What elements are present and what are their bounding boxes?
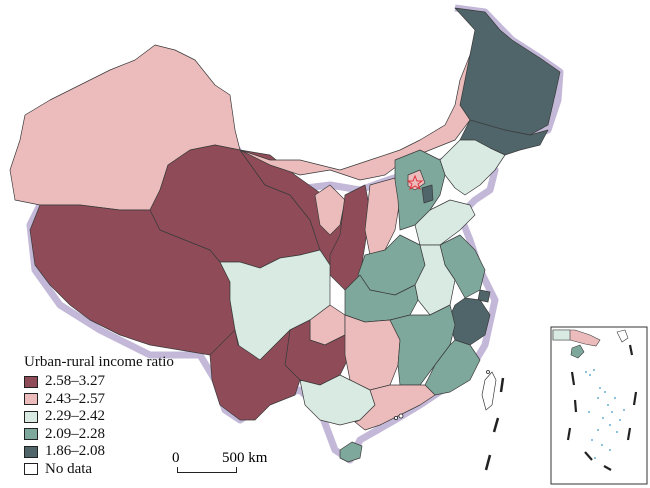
scale-bar: 0 500 km — [172, 450, 292, 480]
legend-label: 1.86–2.08 — [45, 443, 105, 460]
shanghai-island-marker — [486, 370, 490, 374]
legend-item: No data — [24, 461, 174, 479]
province-liaoning[interactable] — [439, 139, 506, 196]
legend-swatch — [24, 445, 38, 458]
legend-swatch — [24, 410, 38, 423]
legend-swatch — [24, 375, 38, 388]
province-guangdong[interactable] — [354, 384, 436, 431]
south-china-sea-inset — [550, 326, 648, 485]
province-hunan[interactable] — [344, 314, 401, 391]
province-heilongjiang[interactable] — [454, 7, 561, 136]
legend-swatch — [24, 463, 38, 476]
province-fujian[interactable] — [424, 339, 481, 396]
province-hainan[interactable] — [339, 441, 363, 463]
hong-kong-marker[interactable] — [398, 413, 404, 419]
province-ningxia[interactable] — [314, 184, 346, 236]
province-shanghai[interactable] — [477, 289, 491, 303]
scale-zero-label: 0 — [172, 450, 180, 466]
legend-title: Urban-rural income ratio — [24, 354, 174, 370]
scale-line — [177, 467, 237, 473]
macau-marker[interactable] — [393, 415, 398, 420]
province-sichuan[interactable] — [219, 249, 331, 361]
legend: Urban-rural income ratio 2.58–3.27 2.43–… — [24, 353, 174, 478]
legend-item: 2.58–3.27 — [24, 373, 174, 391]
legend-label: No data — [45, 460, 93, 477]
legend-item: 2.43–2.57 — [24, 391, 174, 409]
legend-label: 2.43–2.57 — [45, 390, 105, 407]
legend-item: 2.29–2.42 — [24, 408, 174, 426]
star-icon — [406, 174, 424, 191]
legend-label: 2.09–2.28 — [45, 425, 105, 442]
province-yunnan[interactable] — [209, 329, 301, 421]
legend-label: 2.29–2.42 — [45, 408, 105, 425]
maritime-boundary-dashes — [484, 377, 505, 471]
legend-item: 1.86–2.08 — [24, 443, 174, 461]
province-taiwan[interactable] — [481, 371, 497, 411]
legend-swatch — [24, 393, 38, 406]
province-tianjin[interactable] — [421, 184, 434, 204]
legend-swatch — [24, 428, 38, 441]
legend-label: 2.58–3.27 — [45, 373, 105, 390]
legend-item: 2.09–2.28 — [24, 426, 174, 444]
scale-distance-label: 500 km — [222, 450, 268, 466]
